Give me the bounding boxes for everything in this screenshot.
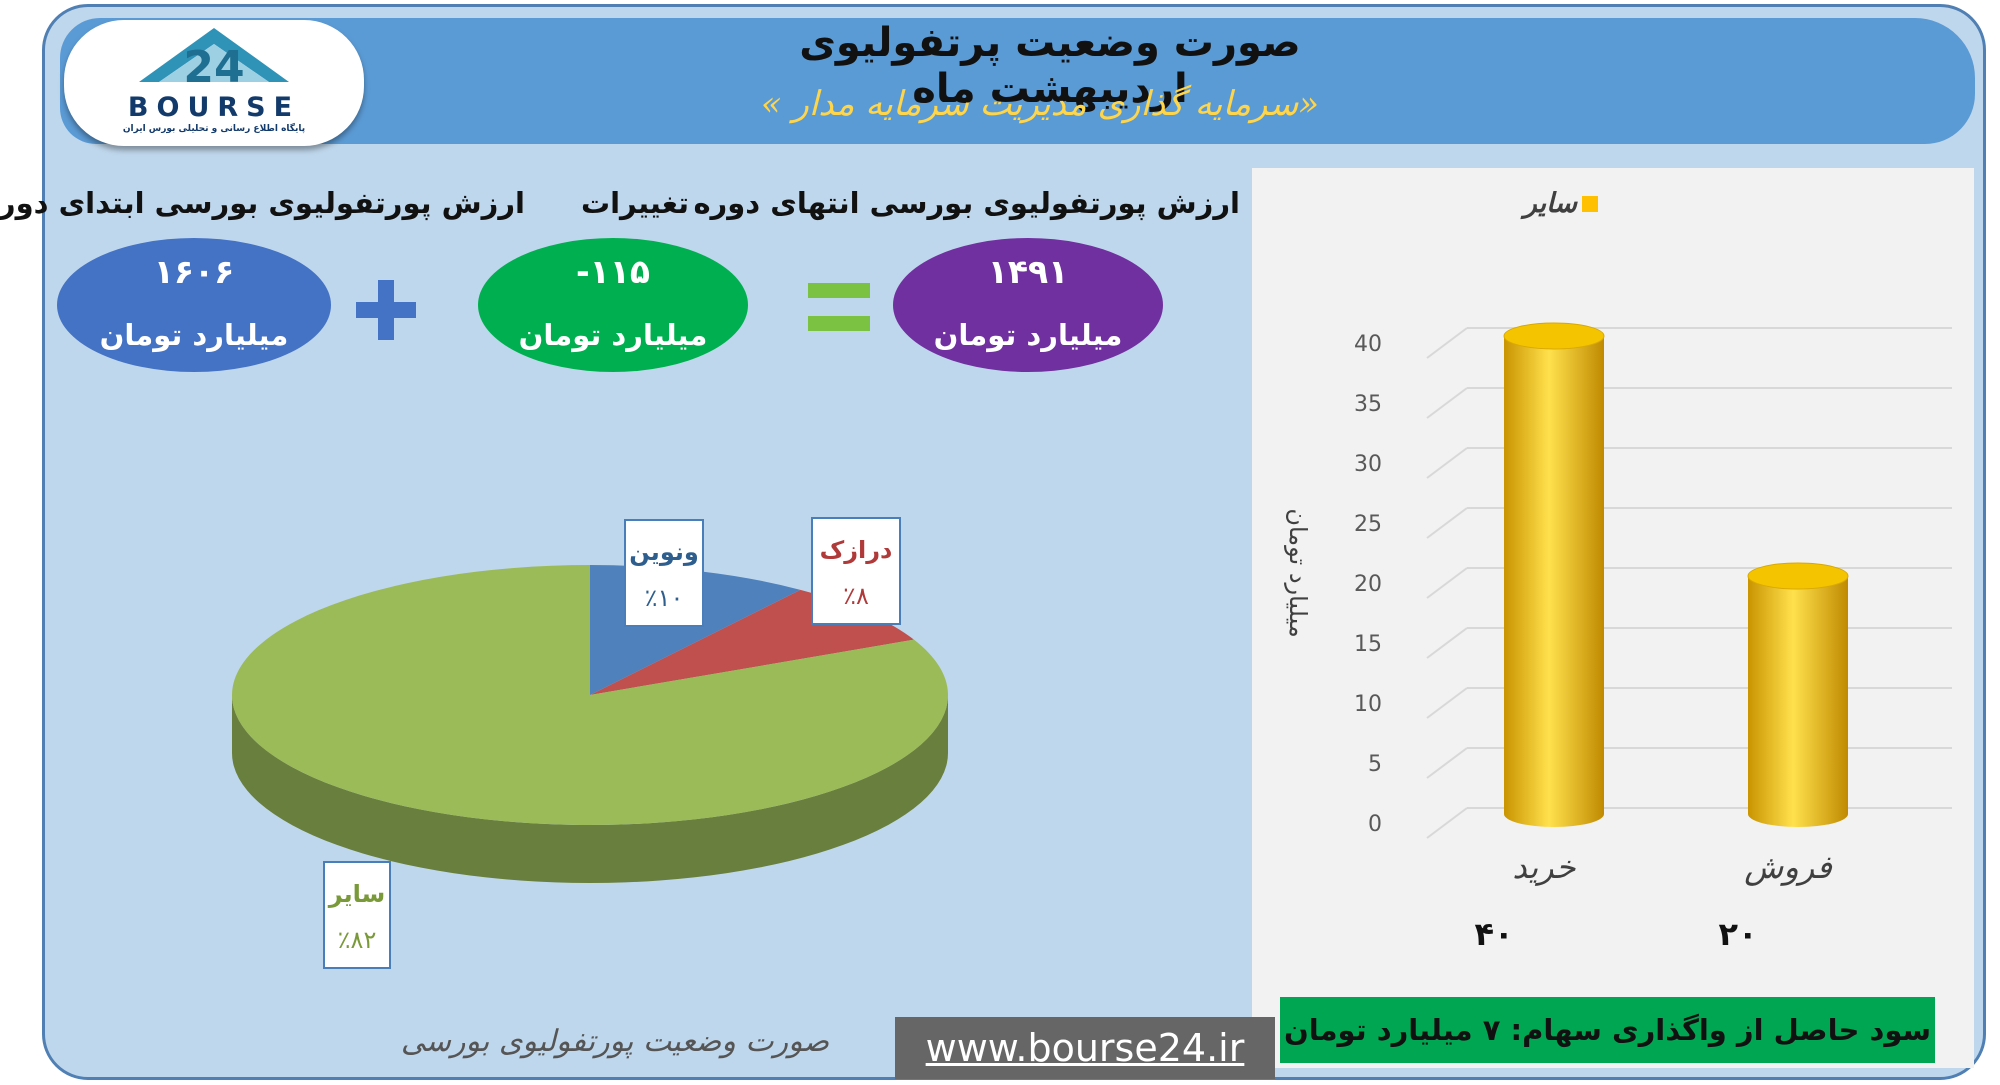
- grid-diagonal-8: [1426, 327, 1468, 359]
- x-tick-label-1: فروش: [1744, 848, 1832, 886]
- pie-callout-1: درازک ٪۸: [811, 517, 901, 625]
- logo-mark-icon: 24: [139, 28, 289, 93]
- logo-text: BOURSE: [127, 92, 301, 123]
- end-value-label: ارزش پورتفولیوی بورسی انتهای دوره: [693, 186, 1240, 220]
- end-value-ellipse: ۱۴۹۱ میلیارد تومان: [893, 238, 1163, 372]
- start-value-label: ارزش پورتفولیوی بورسی ابتدای دوره: [0, 186, 525, 220]
- start-value: ۱۶۰۶: [153, 252, 235, 291]
- change-ellipse: -۱۱۵ میلیارد تومان: [478, 238, 748, 372]
- bourse24-logo: 24 BOURSE پایگاه اطلاع رسانی و تحلیلی بو…: [64, 20, 364, 146]
- grid-diagonal-2: [1426, 687, 1468, 719]
- y-tick-label-1: 5: [1368, 752, 1382, 777]
- pie-slice-label-1: درازک: [820, 536, 893, 564]
- portfolio-pie-chart: ونوین ٪۱۰ درازک ٪۸ سایر ٪۸۲: [231, 517, 948, 969]
- pie-slice-value-0: ٪۱۰: [645, 584, 684, 612]
- start-unit: میلیارد تومان: [99, 318, 289, 352]
- bar-0: [1503, 322, 1605, 827]
- pie-caption: صورت وضعیت پورتفولیوی بورسی: [400, 1024, 830, 1059]
- y-axis-title: میلیارد تومان: [1284, 508, 1312, 637]
- bar-chart-panel: [1252, 168, 1974, 1068]
- y-tick-label-6: 30: [1354, 452, 1382, 477]
- end-unit: میلیارد تومان: [933, 318, 1123, 352]
- grid-diagonal-0: [1426, 807, 1468, 839]
- bar-value-label-0: ۴۰: [1474, 915, 1513, 953]
- change-value: -۱۱۵: [575, 252, 651, 291]
- page-subtitle: «سرمایه گذاری مدیریت سرمایه مدار »: [760, 84, 1320, 124]
- end-value: ۱۴۹۱: [987, 252, 1069, 291]
- change-unit: میلیارد تومان: [518, 318, 708, 352]
- y-tick-label-7: 35: [1354, 392, 1382, 417]
- trade-bar-chart: 0 5 10 15 20 25 30 35 40 میلیارد تومان سایر خرید ۴۰ ف…: [1284, 188, 1952, 953]
- legend-label: سایر: [1520, 188, 1579, 220]
- pie-callout-2: سایر ٪۸۲: [323, 861, 391, 969]
- pie-side: [232, 695, 948, 883]
- y-tick-label-0: 0: [1368, 812, 1382, 837]
- pie-callout-0: ونوین ٪۱۰: [624, 519, 704, 627]
- grid-diagonal-4: [1426, 567, 1468, 599]
- bar-value-label-1: ۲۰: [1718, 915, 1757, 953]
- grid-diagonal-7: [1426, 387, 1468, 419]
- legend-swatch: [1582, 196, 1598, 212]
- profit-banner: سود حاصل از واگذاری سهام: ۷ میلیارد توما…: [1280, 997, 1935, 1063]
- grid-diagonal-3: [1426, 627, 1468, 659]
- change-label: تغییرات: [580, 186, 690, 220]
- grid-diagonal-1: [1426, 747, 1468, 779]
- grid-diagonal-5: [1426, 507, 1468, 539]
- y-tick-label-4: 20: [1354, 572, 1382, 597]
- website-link[interactable]: www.bourse24.ir: [895, 1017, 1275, 1079]
- grid-diagonal-6: [1426, 447, 1468, 479]
- bar-1: [1747, 562, 1849, 827]
- logo-subtext: پایگاه اطلاع رسانی و تحلیلی بورس ایران: [122, 124, 306, 134]
- pie-slice-label-2: سایر: [328, 880, 386, 908]
- y-tick-label-5: 25: [1354, 512, 1382, 537]
- x-tick-label-0: خرید: [1512, 848, 1575, 886]
- y-tick-label-3: 15: [1354, 632, 1382, 657]
- pie-slice-value-2: ٪۸۲: [338, 926, 377, 954]
- y-tick-label-2: 10: [1354, 692, 1382, 717]
- pie-slice-2: [231, 565, 948, 825]
- svg-text:24: 24: [183, 42, 244, 93]
- header-banner: [60, 18, 1975, 144]
- y-tick-label-8: 40: [1354, 332, 1382, 357]
- plus-icon: [356, 280, 416, 340]
- page-title: صورت وضعیت پرتفولیوی اردیبهشت ماه: [799, 20, 1301, 112]
- equals-icon: [808, 283, 870, 331]
- start-value-ellipse: ۱۶۰۶ میلیارد تومان: [57, 238, 331, 372]
- pie-slice-value-1: ٪۸: [843, 582, 869, 610]
- pie-slice-label-0: ونوین: [629, 538, 699, 566]
